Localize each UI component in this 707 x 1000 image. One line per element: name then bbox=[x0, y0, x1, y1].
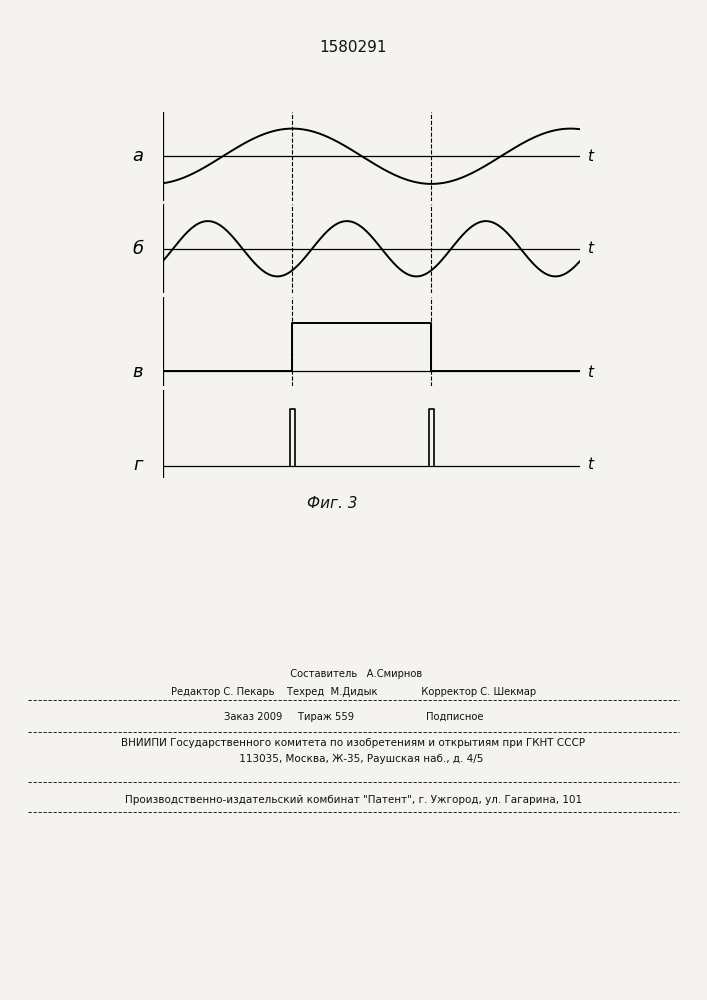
Text: 113035, Москва, Ж-35, Раушская наб., д. 4/5: 113035, Москва, Ж-35, Раушская наб., д. … bbox=[223, 754, 484, 764]
Text: Редактор С. Пекарь    Техред  М.Дидык              Корректор С. Шекмар: Редактор С. Пекарь Техред М.Дидык Коррек… bbox=[171, 687, 536, 697]
Text: б: б bbox=[132, 240, 143, 258]
Text: 1580291: 1580291 bbox=[320, 40, 387, 55]
Text: в: в bbox=[132, 363, 143, 381]
Text: t: t bbox=[588, 365, 593, 380]
Text: Составитель   А.Смирнов: Составитель А.Смирнов bbox=[284, 669, 423, 679]
Text: t: t bbox=[588, 241, 593, 256]
Text: ВНИИПИ Государственного комитета по изобретениям и открытиям при ГКНТ СССР: ВНИИПИ Государственного комитета по изоб… bbox=[122, 738, 585, 748]
Text: t: t bbox=[588, 457, 593, 472]
Text: а: а bbox=[132, 147, 143, 165]
Text: t: t bbox=[588, 149, 593, 164]
Text: Заказ 2009     Тираж 559                       Подписное: Заказ 2009 Тираж 559 Подписное bbox=[223, 712, 484, 722]
Text: г: г bbox=[133, 456, 142, 474]
Text: Фиг. 3: Фиг. 3 bbox=[307, 495, 358, 510]
Text: Производственно-издательский комбинат "Патент", г. Ужгород, ул. Гагарина, 101: Производственно-издательский комбинат "П… bbox=[125, 795, 582, 805]
